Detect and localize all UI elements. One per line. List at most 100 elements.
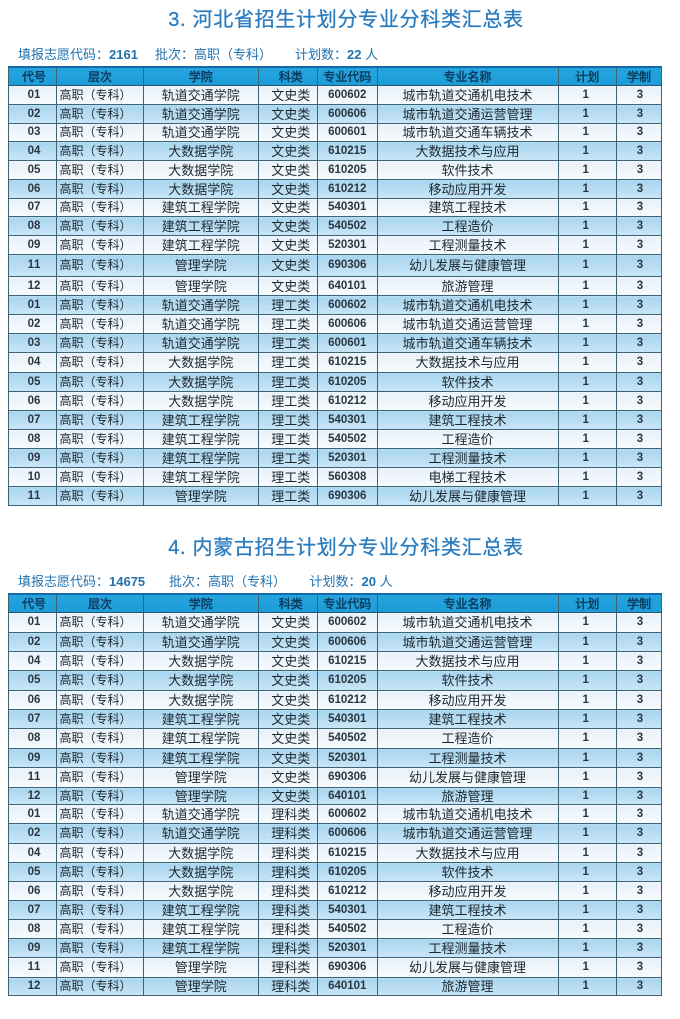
cell-duration: 3 (616, 391, 662, 411)
cell-code-number: 05 (8, 862, 57, 882)
column-header-code-number: 代号 (8, 66, 57, 86)
cell-subject-category: 理工类 (257, 295, 318, 315)
cell-duration: 3 (616, 612, 662, 633)
cell-level: 高职（专科） (56, 862, 144, 882)
cell-major-name: 城市轨道交通机电技术 (376, 295, 559, 315)
table-row: 01 高职（专科） 轨道交通学院 理工类 600602 城市轨道交通机电技术 1 3 (8, 295, 662, 315)
cell-subject-category: 理科类 (257, 957, 318, 978)
cell-subject-category: 文史类 (257, 767, 318, 788)
cell-college: 轨道交通学院 (143, 295, 259, 315)
cell-subject-category: 理科类 (257, 823, 318, 844)
cell-college: 大数据学院 (143, 179, 259, 199)
cell-subject-category: 理科类 (257, 804, 318, 824)
cell-plan-count: 1 (557, 919, 617, 939)
table-row: 11 高职（专科） 管理学院 理科类 690306 幼儿发展与健康管理 1 3 (8, 957, 662, 978)
cell-major-name: 工程测量技术 (376, 938, 559, 958)
cell-major-code: 610205 (317, 670, 378, 691)
cell-plan-count: 1 (557, 372, 617, 392)
info-number: 2161 (109, 47, 138, 62)
cell-plan-count: 1 (557, 198, 617, 217)
cell-level: 高职（专科） (56, 957, 144, 978)
table-row: 09 高职（专科） 建筑工程学院 文史类 520301 工程测量技术 1 3 (8, 235, 662, 255)
cell-code-number: 09 (8, 748, 57, 768)
cell-duration: 3 (616, 787, 662, 805)
table-row: 09 高职（专科） 建筑工程学院 理科类 520301 工程测量技术 1 3 (8, 938, 662, 958)
cell-major-code: 520301 (317, 938, 378, 958)
table-row: 04 高职（专科） 大数据学院 文史类 610215 大数据技术与应用 1 3 (8, 651, 662, 671)
cell-level: 高职（专科） (56, 179, 144, 199)
column-header-plan-count: 计划 (557, 593, 617, 613)
cell-plan-count: 1 (557, 486, 617, 506)
table-row: 07 高职（专科） 建筑工程学院 文史类 540301 建筑工程技术 1 3 (8, 198, 662, 217)
cell-plan-count: 1 (557, 670, 617, 691)
cell-code-number: 08 (8, 429, 57, 449)
cell-level: 高职（专科） (56, 198, 144, 217)
info-number: 20 (361, 574, 376, 589)
cell-level: 高职（专科） (56, 429, 144, 449)
cell-level: 高职（专科） (56, 216, 144, 236)
cell-major-code: 540301 (317, 709, 378, 729)
cell-college: 建筑工程学院 (143, 410, 259, 430)
cell-plan-count: 1 (557, 429, 617, 449)
cell-college: 建筑工程学院 (143, 748, 259, 768)
cell-code-number: 10 (8, 467, 57, 487)
cell-major-code: 610215 (317, 141, 378, 161)
cell-level: 高职（专科） (56, 391, 144, 411)
cell-level: 高职（专科） (56, 977, 144, 996)
info-batch: 批次：高职（专科） (169, 574, 287, 589)
cell-level: 高职（专科） (56, 104, 144, 124)
cell-duration: 3 (616, 767, 662, 788)
cell-level: 高职（专科） (56, 254, 144, 277)
cell-duration: 3 (616, 429, 662, 449)
cell-college: 管理学院 (143, 767, 259, 788)
column-header-subject-category: 科类 (257, 593, 318, 613)
cell-major-name: 软件技术 (376, 372, 559, 392)
cell-major-name: 软件技术 (376, 862, 559, 882)
cell-subject-category: 理工类 (257, 429, 318, 449)
cell-major-name: 建筑工程技术 (376, 410, 559, 430)
cell-major-code: 540502 (317, 216, 378, 236)
cell-major-code: 540301 (317, 410, 378, 430)
cell-subject-category: 文史类 (257, 85, 318, 105)
table-row: 12 高职（专科） 管理学院 文史类 640101 旅游管理 1 3 (8, 787, 662, 805)
cell-subject-category: 理科类 (257, 900, 318, 920)
cell-subject-category: 文史类 (257, 787, 318, 805)
cell-code-number: 06 (8, 690, 57, 710)
cell-major-name: 城市轨道交通机电技术 (376, 85, 559, 105)
cell-college: 轨道交通学院 (143, 804, 259, 824)
cell-college: 建筑工程学院 (143, 429, 259, 449)
cell-plan-count: 1 (557, 881, 617, 901)
column-header-code-number: 代号 (8, 593, 57, 613)
cell-college: 大数据学院 (143, 651, 259, 671)
cell-major-code: 610215 (317, 843, 378, 863)
cell-plan-count: 1 (557, 900, 617, 920)
cell-college: 大数据学院 (143, 843, 259, 863)
cell-major-name: 工程造价 (376, 429, 559, 449)
cell-duration: 3 (616, 938, 662, 958)
cell-major-name: 幼儿发展与健康管理 (376, 486, 559, 506)
cell-plan-count: 1 (557, 767, 617, 788)
cell-plan-count: 1 (557, 632, 617, 652)
cell-major-code: 640101 (317, 787, 378, 805)
column-header-duration: 学制 (616, 66, 662, 86)
table-row: 06 高职（专科） 大数据学院 理工类 610212 移动应用开发 1 3 (8, 391, 662, 411)
cell-plan-count: 1 (557, 295, 617, 315)
cell-subject-category: 理工类 (257, 372, 318, 392)
column-header-level: 层次 (56, 593, 144, 613)
cell-major-code: 600601 (317, 333, 378, 353)
cell-level: 高职（专科） (56, 938, 144, 958)
cell-level: 高职（专科） (56, 690, 144, 710)
cell-major-name: 城市轨道交通机电技术 (376, 612, 559, 633)
cell-level: 高职（专科） (56, 410, 144, 430)
cell-college: 轨道交通学院 (143, 123, 259, 142)
cell-major-name: 移动应用开发 (376, 179, 559, 199)
cell-level: 高职（专科） (56, 670, 144, 691)
cell-duration: 3 (616, 372, 662, 392)
table-row: 06 高职（专科） 大数据学院 理科类 610212 移动应用开发 1 3 (8, 881, 662, 901)
info-number: 22 (347, 47, 362, 62)
cell-duration: 3 (616, 862, 662, 882)
cell-college: 轨道交通学院 (143, 632, 259, 652)
cell-plan-count: 1 (557, 235, 617, 255)
table3-title: 3. 河北省招生计划分专业分科类汇总表 (168, 9, 524, 31)
